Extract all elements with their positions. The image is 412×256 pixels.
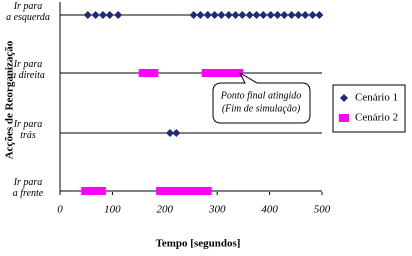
point [217, 11, 226, 19]
y-category-label: Ir para trás [13, 119, 43, 141]
point [171, 187, 182, 195]
point [224, 11, 233, 19]
point [280, 11, 289, 19]
point [177, 187, 188, 195]
y-category-line: Ir para [13, 119, 43, 130]
y-category-line: Ir para [13, 59, 43, 70]
x-tick-label: 0 [57, 204, 63, 216]
x-axis-label: Tempo [segundos] [156, 238, 241, 250]
point [308, 11, 317, 19]
point [212, 69, 223, 77]
annotation: (Fim de simulação) [222, 103, 301, 114]
point [203, 11, 212, 19]
annotation: Ponto final atingido [220, 90, 302, 101]
y-category-line: Ir para [13, 177, 43, 188]
point [161, 187, 172, 195]
point [98, 11, 107, 19]
point [266, 11, 275, 19]
point [238, 11, 247, 19]
point [222, 69, 233, 77]
x-tick-label: 500 [314, 204, 331, 216]
y-category-label: Ir para a direita [11, 59, 45, 81]
point [81, 187, 92, 195]
point [91, 11, 100, 19]
point [245, 11, 254, 19]
point [233, 69, 244, 77]
y-category-label: Ir para a frente [13, 177, 44, 199]
legend-label: Cenário 1 [355, 92, 398, 104]
point [148, 69, 159, 77]
point [201, 69, 212, 77]
point [105, 11, 114, 19]
legend-label: Cenário 2 [355, 112, 398, 124]
point [301, 11, 310, 19]
point [294, 11, 303, 19]
point [252, 11, 261, 19]
point [182, 187, 193, 195]
point [166, 129, 175, 137]
x-tick-label: 100 [104, 204, 121, 216]
x-tick-label: 200 [157, 204, 174, 216]
point [83, 11, 92, 19]
point [210, 11, 219, 19]
point [187, 187, 198, 195]
y-category-line: a frente [13, 188, 44, 199]
y-category-line: trás [20, 130, 36, 141]
point [172, 129, 181, 137]
point [231, 11, 240, 19]
point [201, 187, 212, 195]
x-tick-label: 400 [261, 204, 278, 216]
legend [332, 84, 406, 133]
point [217, 69, 228, 77]
y-category-line: a direita [11, 70, 45, 81]
callout [212, 71, 311, 124]
y-category-line: a esquerda [6, 12, 50, 23]
point [114, 11, 123, 19]
point [138, 69, 149, 77]
y-axis-label: Acções de Reorganização [4, 40, 16, 159]
point [315, 11, 324, 19]
point [86, 187, 97, 195]
point [206, 69, 217, 77]
point [156, 187, 167, 195]
y-category-label: Ir para a esquerda [6, 1, 50, 23]
legend-marker [339, 114, 349, 122]
legend-marker [340, 94, 348, 102]
point [273, 11, 282, 19]
point [192, 187, 203, 195]
point [166, 187, 177, 195]
point [196, 11, 205, 19]
point [287, 11, 296, 19]
x-tick-label: 300 [208, 204, 226, 216]
point [189, 11, 198, 19]
point [95, 187, 106, 195]
y-category-line: Ir para [13, 1, 43, 12]
point [227, 69, 238, 77]
point [259, 11, 268, 19]
